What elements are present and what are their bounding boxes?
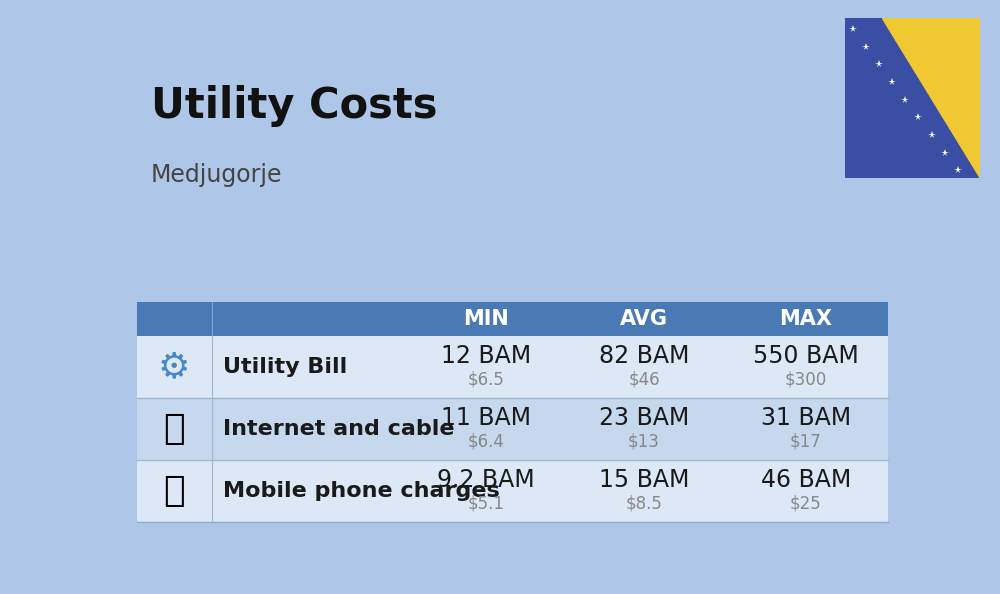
Text: Utility Costs: Utility Costs: [151, 85, 437, 127]
Text: ⚙: ⚙: [158, 350, 190, 384]
FancyBboxPatch shape: [137, 460, 888, 522]
Text: $13: $13: [628, 432, 660, 450]
Text: 9.2 BAM: 9.2 BAM: [437, 468, 535, 492]
Text: 15 BAM: 15 BAM: [599, 468, 689, 492]
FancyBboxPatch shape: [137, 302, 888, 336]
FancyBboxPatch shape: [137, 336, 888, 398]
Text: $6.4: $6.4: [468, 432, 505, 450]
Text: $46: $46: [628, 371, 660, 388]
Text: $25: $25: [790, 494, 822, 512]
Text: MAX: MAX: [779, 309, 832, 329]
Text: MIN: MIN: [463, 309, 509, 329]
Text: 📶: 📶: [163, 412, 185, 446]
Text: $17: $17: [790, 432, 822, 450]
Text: $6.5: $6.5: [468, 371, 505, 388]
Text: 550 BAM: 550 BAM: [753, 345, 859, 368]
Text: AVG: AVG: [620, 309, 668, 329]
Text: 11 BAM: 11 BAM: [441, 406, 531, 430]
Text: $5.1: $5.1: [468, 494, 505, 512]
Text: 12 BAM: 12 BAM: [441, 345, 531, 368]
Text: $8.5: $8.5: [626, 494, 662, 512]
Text: 23 BAM: 23 BAM: [599, 406, 689, 430]
Text: $300: $300: [785, 371, 827, 388]
Text: 46 BAM: 46 BAM: [761, 468, 851, 492]
FancyBboxPatch shape: [137, 398, 888, 460]
Text: Internet and cable: Internet and cable: [223, 419, 455, 439]
Text: Mobile phone charges: Mobile phone charges: [223, 481, 500, 501]
Text: Utility Bill: Utility Bill: [223, 357, 348, 377]
Text: Medjugorje: Medjugorje: [151, 163, 282, 187]
Polygon shape: [882, 18, 980, 178]
Text: 31 BAM: 31 BAM: [761, 406, 851, 430]
Text: 82 BAM: 82 BAM: [599, 345, 689, 368]
Text: 📱: 📱: [163, 474, 185, 508]
